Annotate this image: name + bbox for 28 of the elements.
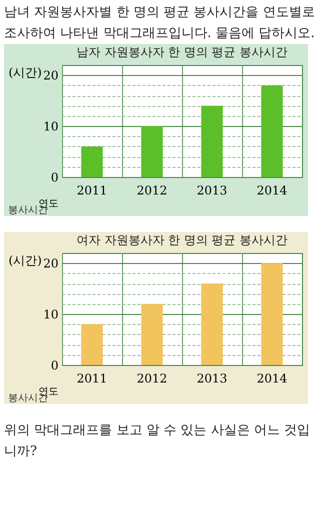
x-tick-label: 2014	[256, 372, 288, 386]
y-tick-label: 0	[50, 170, 58, 184]
x-tick-label: 2013	[196, 372, 228, 386]
x-tick-label: 2012	[136, 184, 168, 198]
bar	[261, 85, 283, 177]
x-tick-label: 2013	[196, 184, 228, 198]
bar	[81, 146, 103, 177]
bar	[141, 126, 163, 177]
y-axis-title: (시간)	[8, 254, 42, 268]
chart-title: 여자 자원봉사자 한 명의 평균 봉사시간	[76, 233, 288, 247]
bar	[141, 304, 163, 365]
y-tick-label: 10	[43, 308, 58, 322]
bar	[261, 263, 283, 365]
x-tick-label: 2012	[136, 372, 168, 386]
x-tick-label: 2011	[76, 184, 108, 198]
y-tick-label: 10	[43, 120, 58, 134]
text: 위의 막대그래프를 보고 알 수 있는 사실은 어느 것입니까?	[4, 422, 312, 461]
text: 남녀 자원봉사자별 한 명의 평균 봉사시간을 연도별로 조사하여 나타낸 막대그래프입니다. 물음에 답하시오.	[4, 4, 316, 43]
y-axis-title: (시간)	[8, 66, 42, 80]
x-tick-label: 2011	[76, 372, 108, 386]
chart-title: 남자 자원봉사자 한 명의 평균 봉사시간	[76, 45, 288, 59]
y-tick-label: 20	[43, 256, 58, 271]
y-tick-label: 20	[43, 68, 58, 83]
bar	[201, 106, 223, 177]
bar	[81, 324, 103, 365]
bar	[201, 284, 223, 365]
x-tick-label: 2014	[256, 184, 288, 198]
y-tick-label: 0	[50, 358, 58, 372]
